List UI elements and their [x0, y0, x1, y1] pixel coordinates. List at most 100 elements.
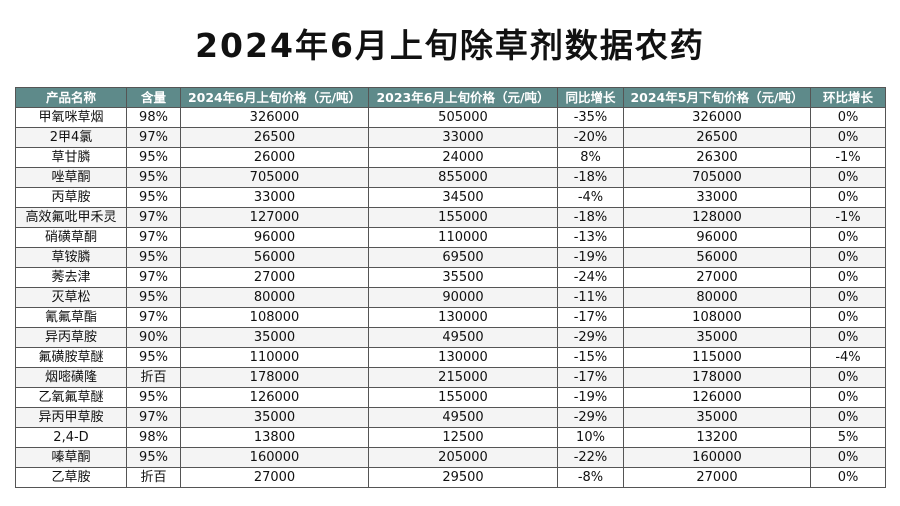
cell-price-2023-june-early: 130000	[368, 347, 558, 368]
cell-product-name: 烟嘧磺隆	[15, 367, 127, 388]
table-row: 2甲4氯 97% 26500 33000 -20% 26500 0%	[15, 127, 886, 148]
cell-price-2024-june-early: 178000	[180, 367, 369, 388]
header-mom-growth: 环比增长	[810, 87, 886, 108]
cell-content: 95%	[126, 147, 181, 168]
cell-product-name: 甲氧咪草烟	[15, 107, 127, 128]
cell-price-2023-june-early: 35500	[368, 267, 558, 288]
table-row: 异丙甲草胺 97% 35000 49500 -29% 35000 0%	[15, 407, 886, 428]
cell-product-name: 草铵膦	[15, 247, 127, 268]
cell-yoy-growth: -11%	[557, 287, 624, 308]
cell-price-2024-june-early: 160000	[180, 447, 369, 468]
table-row: 硝磺草酮 97% 96000 110000 -13% 96000 0%	[15, 227, 886, 248]
cell-yoy-growth: -17%	[557, 307, 624, 328]
table-row: 草铵膦 95% 56000 69500 -19% 56000 0%	[15, 247, 886, 268]
cell-yoy-growth: -20%	[557, 127, 624, 148]
cell-price-2024-june-early: 705000	[180, 167, 369, 188]
cell-mom-growth: 0%	[810, 447, 886, 468]
cell-price-2023-june-early: 205000	[368, 447, 558, 468]
cell-content: 95%	[126, 447, 181, 468]
cell-price-2024-may-late: 160000	[623, 447, 811, 468]
cell-price-2023-june-early: 29500	[368, 467, 558, 488]
cell-price-2024-may-late: 56000	[623, 247, 811, 268]
table-header-row: 产品名称 含量 2024年6月上旬价格（元/吨） 2023年6月上旬价格（元/吨…	[15, 87, 886, 108]
cell-yoy-growth: -24%	[557, 267, 624, 288]
table-row: 烟嘧磺隆 折百 178000 215000 -17% 178000 0%	[15, 367, 886, 388]
cell-price-2024-may-late: 126000	[623, 387, 811, 408]
header-price-2024-may-late: 2024年5月下旬价格（元/吨）	[623, 87, 811, 108]
cell-product-name: 唑草酮	[15, 167, 127, 188]
cell-content: 97%	[126, 267, 181, 288]
table-row: 氰氟草酯 97% 108000 130000 -17% 108000 0%	[15, 307, 886, 328]
cell-price-2024-june-early: 96000	[180, 227, 369, 248]
cell-yoy-growth: -13%	[557, 227, 624, 248]
cell-product-name: 乙草胺	[15, 467, 127, 488]
cell-yoy-growth: -29%	[557, 327, 624, 348]
header-yoy-growth: 同比增长	[557, 87, 624, 108]
cell-price-2024-june-early: 127000	[180, 207, 369, 228]
cell-price-2024-may-late: 35000	[623, 407, 811, 428]
cell-price-2024-may-late: 35000	[623, 327, 811, 348]
cell-price-2023-june-early: 49500	[368, 327, 558, 348]
table-row: 嗪草酮 95% 160000 205000 -22% 160000 0%	[15, 447, 886, 468]
cell-price-2024-may-late: 96000	[623, 227, 811, 248]
cell-product-name: 异丙草胺	[15, 327, 127, 348]
cell-price-2023-june-early: 33000	[368, 127, 558, 148]
cell-mom-growth: 0%	[810, 367, 886, 388]
cell-price-2024-june-early: 27000	[180, 467, 369, 488]
cell-price-2023-june-early: 855000	[368, 167, 558, 188]
cell-product-name: 高效氟吡甲禾灵	[15, 207, 127, 228]
cell-product-name: 莠去津	[15, 267, 127, 288]
cell-price-2024-june-early: 126000	[180, 387, 369, 408]
cell-price-2023-june-early: 34500	[368, 187, 558, 208]
cell-mom-growth: 0%	[810, 467, 886, 488]
cell-price-2023-june-early: 90000	[368, 287, 558, 308]
table-row: 唑草酮 95% 705000 855000 -18% 705000 0%	[15, 167, 886, 188]
cell-product-name: 硝磺草酮	[15, 227, 127, 248]
cell-content: 97%	[126, 227, 181, 248]
cell-product-name: 草甘膦	[15, 147, 127, 168]
cell-product-name: 乙氧氟草醚	[15, 387, 127, 408]
cell-mom-growth: 0%	[810, 407, 886, 428]
cell-price-2023-june-early: 12500	[368, 427, 558, 448]
cell-mom-growth: -4%	[810, 347, 886, 368]
cell-mom-growth: 0%	[810, 287, 886, 308]
cell-content: 95%	[126, 167, 181, 188]
table-row: 甲氧咪草烟 98% 326000 505000 -35% 326000 0%	[15, 107, 886, 128]
cell-product-name: 2,4-D	[15, 427, 127, 448]
cell-price-2024-june-early: 26500	[180, 127, 369, 148]
cell-price-2024-june-early: 35000	[180, 407, 369, 428]
cell-yoy-growth: -19%	[557, 247, 624, 268]
cell-mom-growth: 0%	[810, 107, 886, 128]
cell-yoy-growth: 10%	[557, 427, 624, 448]
cell-price-2024-june-early: 35000	[180, 327, 369, 348]
cell-mom-growth: -1%	[810, 207, 886, 228]
cell-content: 98%	[126, 427, 181, 448]
cell-price-2024-june-early: 27000	[180, 267, 369, 288]
cell-price-2024-may-late: 178000	[623, 367, 811, 388]
cell-content: 97%	[126, 407, 181, 428]
cell-price-2023-june-early: 155000	[368, 207, 558, 228]
cell-price-2024-june-early: 13800	[180, 427, 369, 448]
cell-content: 97%	[126, 127, 181, 148]
cell-yoy-growth: -29%	[557, 407, 624, 428]
cell-price-2024-june-early: 33000	[180, 187, 369, 208]
cell-content: 95%	[126, 187, 181, 208]
cell-price-2023-june-early: 110000	[368, 227, 558, 248]
cell-price-2024-june-early: 108000	[180, 307, 369, 328]
cell-yoy-growth: -8%	[557, 467, 624, 488]
header-content: 含量	[126, 87, 181, 108]
cell-price-2024-may-late: 80000	[623, 287, 811, 308]
cell-price-2023-june-early: 155000	[368, 387, 558, 408]
cell-yoy-growth: -35%	[557, 107, 624, 128]
cell-price-2024-may-late: 26500	[623, 127, 811, 148]
cell-mom-growth: 0%	[810, 387, 886, 408]
cell-price-2023-june-early: 69500	[368, 247, 558, 268]
cell-mom-growth: 0%	[810, 247, 886, 268]
cell-yoy-growth: -18%	[557, 207, 624, 228]
cell-content: 95%	[126, 247, 181, 268]
table-row: 乙氧氟草醚 95% 126000 155000 -19% 126000 0%	[15, 387, 886, 408]
cell-price-2023-june-early: 130000	[368, 307, 558, 328]
cell-product-name: 灭草松	[15, 287, 127, 308]
cell-yoy-growth: -22%	[557, 447, 624, 468]
cell-price-2024-june-early: 26000	[180, 147, 369, 168]
